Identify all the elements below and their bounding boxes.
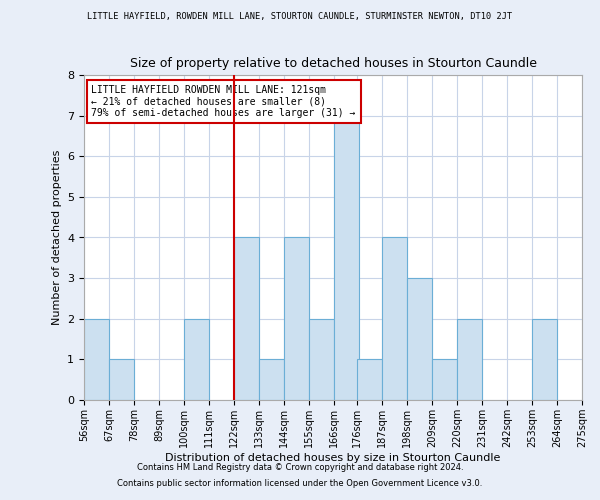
Bar	[407, 278, 432, 400]
Text: Contains public sector information licensed under the Open Government Licence v3: Contains public sector information licen…	[118, 478, 482, 488]
Y-axis label: Number of detached properties: Number of detached properties	[52, 150, 62, 325]
Text: LITTLE HAYFIELD ROWDEN MILL LANE: 121sqm
← 21% of detached houses are smaller (8: LITTLE HAYFIELD ROWDEN MILL LANE: 121sqm…	[91, 84, 356, 118]
Bar	[109, 360, 134, 400]
Bar	[309, 319, 334, 400]
Bar	[234, 238, 259, 400]
Text: LITTLE HAYFIELD, ROWDEN MILL LANE, STOURTON CAUNDLE, STURMINSTER NEWTON, DT10 2J: LITTLE HAYFIELD, ROWDEN MILL LANE, STOUR…	[88, 12, 512, 22]
Bar	[259, 360, 284, 400]
Bar	[457, 319, 482, 400]
Bar	[357, 360, 382, 400]
Bar	[284, 238, 309, 400]
Text: Contains HM Land Registry data © Crown copyright and database right 2024.: Contains HM Land Registry data © Crown c…	[137, 464, 463, 472]
Bar	[382, 238, 407, 400]
Title: Size of property relative to detached houses in Stourton Caundle: Size of property relative to detached ho…	[130, 56, 536, 70]
Bar	[532, 319, 557, 400]
Bar	[184, 319, 209, 400]
Bar	[84, 319, 109, 400]
X-axis label: Distribution of detached houses by size in Stourton Caundle: Distribution of detached houses by size …	[166, 452, 500, 462]
Bar	[432, 360, 457, 400]
Bar	[334, 116, 359, 400]
